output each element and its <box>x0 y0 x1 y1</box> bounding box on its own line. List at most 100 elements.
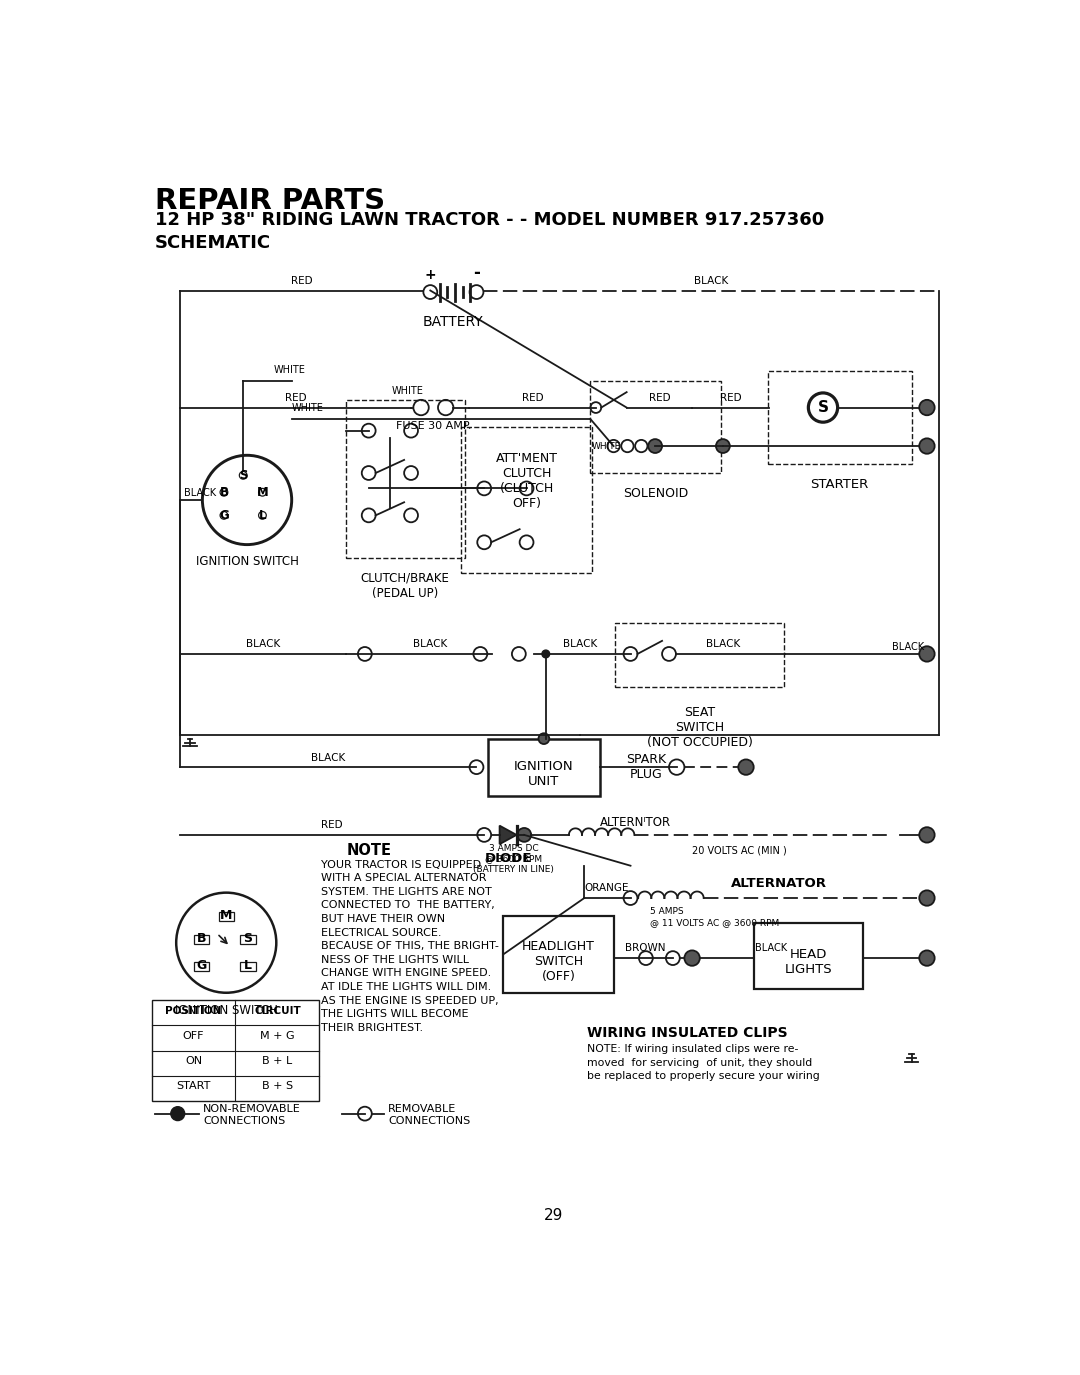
Text: NOTE: NOTE <box>347 843 391 858</box>
Text: L: L <box>259 509 266 522</box>
Text: RED: RED <box>291 276 312 286</box>
Text: G: G <box>197 960 206 972</box>
Bar <box>616 623 784 688</box>
Circle shape <box>919 950 934 965</box>
Text: RED: RED <box>719 393 741 403</box>
Text: YOUR TRACTOR IS EQUIPPED
WITH A SPECIAL ALTERNATOR
SYSTEM. THE LIGHTS ARE NOT
CO: YOUR TRACTOR IS EQUIPPED WITH A SPECIAL … <box>321 859 499 1033</box>
Text: BLACK: BLACK <box>892 642 924 652</box>
Text: REPAIR PARTS: REPAIR PARTS <box>154 187 384 214</box>
Text: 29: 29 <box>544 1209 563 1224</box>
Circle shape <box>648 439 662 452</box>
Text: SPARK
PLUG: SPARK PLUG <box>625 754 666 781</box>
Text: BLACK: BLACK <box>705 639 740 649</box>
Text: HEAD
LIGHTS: HEAD LIGHTS <box>784 949 833 976</box>
Text: RED: RED <box>322 821 343 830</box>
Text: WHITE: WHITE <box>292 403 324 412</box>
Text: SEAT
SWITCH
(NOT OCCUPIED): SEAT SWITCH (NOT OCCUPIED) <box>647 707 753 749</box>
Bar <box>194 935 210 945</box>
Text: NON-REMOVABLE
CONNECTIONS: NON-REMOVABLE CONNECTIONS <box>203 1104 301 1126</box>
Bar <box>240 962 256 971</box>
Circle shape <box>919 646 934 661</box>
Text: 3 AMPS DC
@ 3600 RPM
(BATTERY IN LINE): 3 AMPS DC @ 3600 RPM (BATTERY IN LINE) <box>473 844 554 874</box>
Bar <box>768 371 912 463</box>
Text: REMOVABLE
CONNECTIONS: REMOVABLE CONNECTIONS <box>388 1104 470 1126</box>
Text: IGNITION SWITCH: IGNITION SWITCH <box>195 556 298 568</box>
Text: NOTE: If wiring insulated clips were re-
moved  for servicing  of unit, they sho: NOTE: If wiring insulated clips were re-… <box>586 1045 820 1081</box>
Circle shape <box>919 400 934 415</box>
Text: FUSE 30 AMP.: FUSE 30 AMP. <box>395 421 471 432</box>
Text: ATT'MENT
CLUTCH
(CLUTCH
OFF): ATT'MENT CLUTCH (CLUTCH OFF) <box>496 452 557 510</box>
Text: START: START <box>176 1082 211 1092</box>
Text: S: S <box>818 400 828 415</box>
Polygon shape <box>500 825 516 844</box>
Text: BATTERY: BATTERY <box>423 315 484 329</box>
Text: WHITE: WHITE <box>592 441 621 451</box>
Text: SCHEMATIC: SCHEMATIC <box>154 234 271 252</box>
Text: OFF: OFF <box>183 1031 204 1041</box>
Text: BLACK: BLACK <box>564 639 597 649</box>
Text: CLUTCH/BRAKE
(PEDAL UP): CLUTCH/BRAKE (PEDAL UP) <box>361 572 449 600</box>
Text: -: - <box>473 264 480 282</box>
Circle shape <box>539 733 550 744</box>
Text: WIRING INSULATED CLIPS: WIRING INSULATED CLIPS <box>586 1026 787 1040</box>
Text: B: B <box>219 485 229 499</box>
Text: WHITE: WHITE <box>274 366 306 375</box>
Circle shape <box>716 439 730 452</box>
Text: M: M <box>257 485 268 499</box>
Circle shape <box>739 759 754 776</box>
Circle shape <box>919 891 934 906</box>
Text: ALTERNᴵTOR: ALTERNᴵTOR <box>599 815 671 829</box>
Text: M: M <box>220 909 232 923</box>
Text: CIRCUIT: CIRCUIT <box>254 1006 301 1016</box>
Text: BLACK: BLACK <box>414 639 447 649</box>
Text: RED: RED <box>285 393 307 403</box>
Text: M + G: M + G <box>260 1031 295 1041</box>
Text: BLACK: BLACK <box>311 752 346 763</box>
Text: ORANGE: ORANGE <box>584 883 629 894</box>
Text: BROWN: BROWN <box>625 943 665 953</box>
Circle shape <box>919 828 934 843</box>
Text: +: + <box>424 268 436 282</box>
Text: STARTER: STARTER <box>810 477 868 491</box>
Circle shape <box>171 1107 185 1121</box>
Bar <box>591 381 721 473</box>
Bar <box>461 426 592 573</box>
Circle shape <box>685 950 700 965</box>
Bar <box>151 1001 320 1100</box>
Text: BLACK: BLACK <box>246 639 280 649</box>
Circle shape <box>542 650 550 657</box>
Text: ON: ON <box>185 1056 202 1067</box>
Text: IGNITION
UNIT: IGNITION UNIT <box>514 759 573 788</box>
Bar <box>194 962 210 971</box>
Circle shape <box>517 828 531 842</box>
Bar <box>503 916 613 993</box>
Bar <box>488 738 599 796</box>
Bar <box>218 912 234 921</box>
Text: POSITION: POSITION <box>165 1006 221 1016</box>
Text: 12 HP 38" RIDING LAWN TRACTOR - - MODEL NUMBER 917.257360: 12 HP 38" RIDING LAWN TRACTOR - - MODEL … <box>154 212 824 230</box>
Bar <box>754 924 863 989</box>
Text: B: B <box>197 932 206 946</box>
Text: DIODE: DIODE <box>484 852 531 865</box>
Text: ALTERNATOR: ALTERNATOR <box>730 877 826 891</box>
Text: BLACK: BLACK <box>755 943 787 953</box>
Text: L: L <box>244 960 252 972</box>
Text: B + S: B + S <box>261 1082 293 1092</box>
Bar <box>346 400 465 558</box>
Text: RED: RED <box>522 393 543 403</box>
Text: HEADLIGHT
SWITCH
(OFF): HEADLIGHT SWITCH (OFF) <box>522 941 595 983</box>
Text: RED: RED <box>649 393 671 403</box>
Text: 5 AMPS
@ 11 VOLTS AC @ 3600 RPM: 5 AMPS @ 11 VOLTS AC @ 3600 RPM <box>650 908 779 927</box>
Bar <box>240 935 256 945</box>
Text: B + L: B + L <box>262 1056 293 1067</box>
Text: BLACK: BLACK <box>184 488 216 498</box>
Text: BLACK: BLACK <box>693 276 728 286</box>
Text: SOLENOID: SOLENOID <box>623 487 689 500</box>
Text: WHITE: WHITE <box>392 386 423 396</box>
Circle shape <box>919 439 934 454</box>
Text: S: S <box>243 932 253 946</box>
Text: IGNITION SWITCH: IGNITION SWITCH <box>175 1004 278 1016</box>
Text: G: G <box>219 509 229 522</box>
Text: S: S <box>239 469 247 481</box>
Text: 20 VOLTS AC (MIN ): 20 VOLTS AC (MIN ) <box>692 846 787 855</box>
